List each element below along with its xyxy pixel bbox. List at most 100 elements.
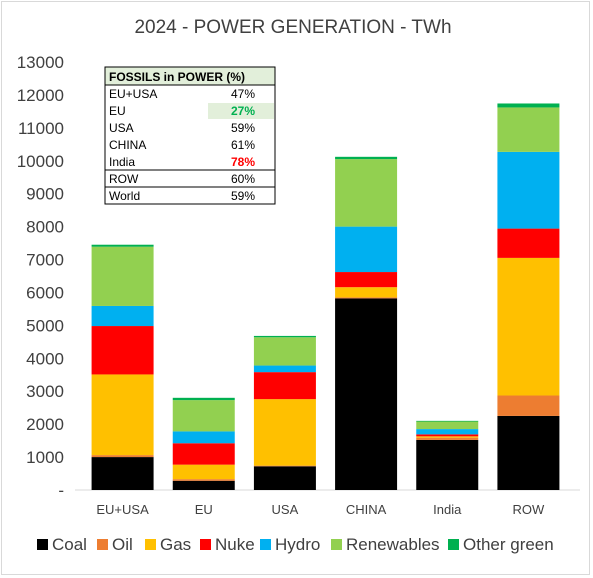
bar-segment-oil <box>172 479 235 481</box>
bar-segment-renewables <box>497 107 560 152</box>
bar-segment-hydro <box>416 429 479 435</box>
bar-segment-renewables <box>172 400 235 432</box>
table-value: 61% <box>231 138 255 152</box>
legend-label: Hydro <box>275 535 320 554</box>
bar-segment-coal <box>497 415 560 490</box>
bar-segment-renewables <box>416 421 479 430</box>
table-value: 59% <box>231 189 255 203</box>
y-tick-label: 1000 <box>26 448 64 467</box>
x-tick-label: CHINA <box>346 502 387 517</box>
y-tick-label: 6000 <box>26 283 64 302</box>
bar-segment-hydro <box>172 431 235 444</box>
legend-swatch-coal <box>37 539 48 550</box>
bar-segment-coal <box>416 439 479 490</box>
table-region: ROW <box>109 172 139 186</box>
legend-swatch-renewables <box>331 539 342 550</box>
bar-segment-coal <box>172 480 235 490</box>
legend: Coal Oil Gas Nuke Hydro Renewables Other green <box>37 535 554 554</box>
chart-title: 2024 - POWER GENERATION - TWh <box>134 17 451 38</box>
table-value: 60% <box>231 172 255 186</box>
bar-segment-gas <box>497 257 560 396</box>
table-region: India <box>109 155 135 169</box>
bar-segment-gas <box>91 374 154 456</box>
legend-label: Oil <box>112 535 133 554</box>
bar-segment-oil <box>497 395 560 416</box>
bar-segment-gas <box>172 464 235 480</box>
bars <box>91 103 560 490</box>
x-tick-label: EU+USA <box>96 502 149 517</box>
table-value: 78% <box>231 155 255 169</box>
y-tick-label: 7000 <box>26 251 64 270</box>
bar-segment-coal <box>91 457 154 490</box>
bar-segment-coal <box>335 298 398 490</box>
fossils-table: FOSSILS in POWER (%) EU+USA 47% EU 27% USA 59%… <box>104 66 276 205</box>
table-border <box>104 66 276 205</box>
highlight-cell <box>208 103 274 119</box>
bar-segment-other-green <box>253 335 316 338</box>
bar-segment-renewables <box>91 246 154 306</box>
legend-label: Nuke <box>215 535 255 554</box>
bar-segment-hydro <box>335 226 398 273</box>
bar-segment-coal <box>253 466 316 490</box>
bar-segment-nuke <box>497 228 560 258</box>
table-region: CHINA <box>109 138 146 152</box>
legend-label: Other green <box>463 535 554 554</box>
bar-segment-nuke <box>416 434 479 437</box>
legend-label: Coal <box>52 535 87 554</box>
bar-segment-other-green <box>416 420 479 422</box>
legend-swatch-nuke <box>200 539 211 550</box>
y-tick-label: 3000 <box>26 382 64 401</box>
bar-segment-renewables <box>335 159 398 227</box>
y-tick-label: 2000 <box>26 415 64 434</box>
bar-segment-nuke <box>91 326 154 375</box>
bar-segment-gas <box>253 399 316 466</box>
legend-label: Renewables <box>346 535 440 554</box>
bar-segment-other-green <box>497 103 560 108</box>
bar-segment-hydro <box>253 365 316 373</box>
table-region: EU+USA <box>109 87 157 101</box>
y-tick-label: 5000 <box>26 316 64 335</box>
bar-segment-nuke <box>172 443 235 465</box>
x-tick-label: USA <box>272 502 299 517</box>
x-axis-labels: EU+USA EU USA CHINA India ROW <box>96 502 545 517</box>
y-tick-label: 8000 <box>26 218 64 237</box>
y-tick-label: 13000 <box>17 53 64 72</box>
legend-label: Gas <box>160 535 191 554</box>
y-tick-label: 9000 <box>26 185 64 204</box>
legend-swatch-oil <box>97 539 108 550</box>
table-value: 27% <box>231 104 255 118</box>
bar-segment-gas <box>335 287 398 298</box>
legend-swatch-other-green <box>448 539 459 550</box>
bar-segment-hydro <box>497 151 560 229</box>
y-axis-ticks: - 1000 2000 3000 4000 5000 6000 7000 8000 9000 100… <box>17 53 64 500</box>
y-tick-label: - <box>58 481 64 500</box>
table-header: FOSSILS in POWER (%) <box>109 70 245 84</box>
bar-segment-renewables <box>253 337 316 366</box>
bar-segment-nuke <box>253 372 316 400</box>
bar-segment-oil <box>253 465 316 467</box>
bar-segment-oil <box>335 297 398 299</box>
y-tick-label: 12000 <box>17 86 64 105</box>
table-region: EU <box>109 104 126 118</box>
y-tick-label: 11000 <box>18 119 64 138</box>
bar-segment-gas <box>416 436 479 438</box>
table-region: World <box>109 189 140 203</box>
y-tick-label: 4000 <box>26 349 64 368</box>
x-tick-label: ROW <box>513 502 546 517</box>
bar-segment-hydro <box>91 305 154 327</box>
table-header-cell <box>104 66 276 86</box>
table-value: 47% <box>231 87 255 101</box>
y-tick-label: 10000 <box>17 152 64 171</box>
x-tick-label: India <box>433 502 462 517</box>
legend-swatch-hydro <box>260 539 271 550</box>
x-tick-label: EU <box>195 502 213 517</box>
bar-segment-other-green <box>335 156 398 160</box>
table-value: 59% <box>231 121 255 135</box>
bar-segment-oil <box>416 437 479 440</box>
bar-segment-nuke <box>335 272 398 288</box>
table-region: USA <box>109 121 134 135</box>
bar-segment-other-green <box>172 397 235 401</box>
bar-segment-other-green <box>91 244 154 247</box>
